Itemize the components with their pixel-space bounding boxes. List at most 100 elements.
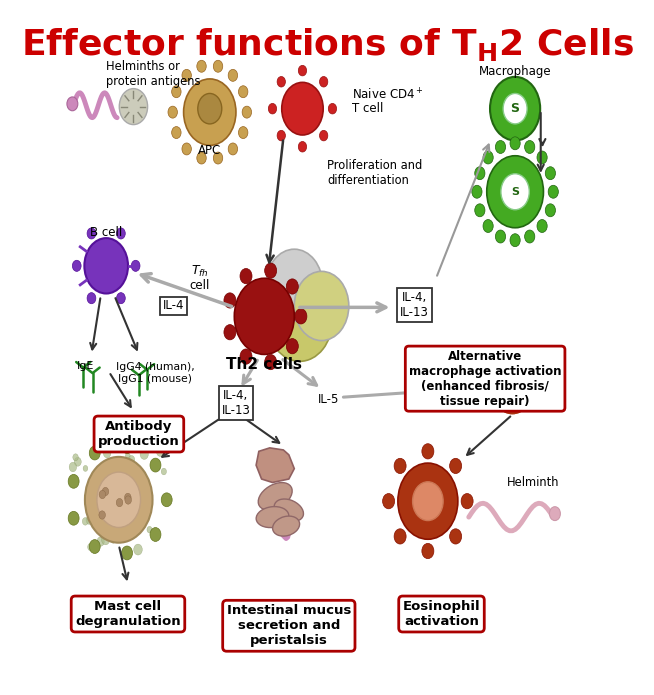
- Circle shape: [137, 468, 143, 475]
- Circle shape: [82, 518, 88, 525]
- Circle shape: [298, 65, 307, 76]
- Circle shape: [495, 230, 506, 243]
- Ellipse shape: [273, 516, 300, 536]
- Text: S: S: [511, 187, 519, 197]
- Circle shape: [394, 458, 406, 473]
- Circle shape: [97, 537, 104, 546]
- Circle shape: [184, 79, 236, 145]
- Text: Th2 cells: Th2 cells: [226, 357, 302, 372]
- Circle shape: [422, 543, 434, 559]
- Circle shape: [240, 268, 252, 284]
- Circle shape: [150, 458, 161, 472]
- Circle shape: [242, 106, 252, 118]
- Circle shape: [501, 174, 529, 210]
- Circle shape: [383, 493, 394, 509]
- Circle shape: [171, 85, 181, 98]
- Circle shape: [413, 482, 443, 521]
- Text: Effector functions of $\mathbf{T_H}$2 Cells: Effector functions of $\mathbf{T_H}$2 Ce…: [20, 26, 634, 63]
- Text: IgG4 (human),
IgG1 (mouse): IgG4 (human), IgG1 (mouse): [116, 362, 195, 384]
- Circle shape: [483, 151, 493, 164]
- Circle shape: [68, 512, 79, 525]
- Text: IL-4: IL-4: [162, 300, 184, 313]
- Text: S: S: [511, 102, 520, 115]
- Circle shape: [126, 532, 130, 539]
- Circle shape: [109, 517, 116, 526]
- Text: cell: cell: [190, 279, 210, 293]
- Circle shape: [69, 462, 77, 472]
- Circle shape: [277, 76, 285, 87]
- Circle shape: [112, 467, 117, 473]
- Circle shape: [119, 88, 148, 124]
- Circle shape: [116, 293, 126, 304]
- Circle shape: [124, 493, 131, 502]
- Circle shape: [295, 309, 307, 324]
- Circle shape: [234, 278, 294, 354]
- Circle shape: [116, 498, 123, 507]
- Circle shape: [504, 376, 521, 398]
- Text: Naive CD4$^+$: Naive CD4$^+$: [352, 87, 423, 102]
- Circle shape: [294, 271, 349, 341]
- Text: Alternative
macrophage activation
(enhanced fibrosis/
tissue repair): Alternative macrophage activation (enhan…: [409, 350, 561, 408]
- Text: IgE: IgE: [77, 361, 95, 371]
- Circle shape: [116, 228, 126, 239]
- Circle shape: [147, 526, 152, 533]
- Circle shape: [266, 250, 322, 321]
- Circle shape: [224, 293, 236, 308]
- Circle shape: [282, 83, 323, 135]
- Text: Antibody
production: Antibody production: [98, 420, 180, 448]
- Circle shape: [162, 468, 167, 475]
- Circle shape: [475, 204, 485, 217]
- Circle shape: [99, 491, 106, 498]
- Circle shape: [298, 142, 307, 152]
- Circle shape: [545, 204, 555, 217]
- Circle shape: [461, 493, 473, 509]
- Circle shape: [492, 361, 533, 414]
- Circle shape: [182, 70, 192, 81]
- Text: Helminths or
protein antigens: Helminths or protein antigens: [106, 60, 201, 88]
- Circle shape: [197, 152, 206, 164]
- Circle shape: [119, 527, 128, 538]
- Circle shape: [97, 513, 105, 523]
- Circle shape: [102, 518, 109, 527]
- Circle shape: [548, 186, 559, 198]
- Circle shape: [87, 293, 96, 304]
- Circle shape: [122, 546, 133, 560]
- Circle shape: [475, 167, 485, 180]
- Circle shape: [99, 511, 105, 519]
- Circle shape: [105, 518, 112, 529]
- Circle shape: [228, 143, 237, 155]
- Circle shape: [503, 93, 527, 124]
- Circle shape: [197, 60, 206, 72]
- Circle shape: [213, 60, 223, 72]
- Circle shape: [156, 446, 164, 457]
- Circle shape: [495, 140, 506, 154]
- Circle shape: [126, 531, 131, 537]
- Circle shape: [286, 338, 298, 354]
- Circle shape: [68, 475, 79, 489]
- Circle shape: [492, 361, 533, 414]
- Circle shape: [125, 496, 131, 504]
- Circle shape: [286, 279, 298, 294]
- Circle shape: [224, 325, 236, 340]
- Circle shape: [84, 238, 128, 293]
- Circle shape: [545, 167, 555, 180]
- Text: Mast cell
degranulation: Mast cell degranulation: [75, 600, 181, 628]
- Text: Proliferation and
differentiation: Proliferation and differentiation: [327, 159, 422, 187]
- Circle shape: [213, 152, 223, 164]
- Circle shape: [490, 77, 540, 140]
- Text: Intestinal mucus
secretion and
peristalsis: Intestinal mucus secretion and peristals…: [227, 604, 351, 647]
- Circle shape: [265, 354, 277, 370]
- Circle shape: [549, 507, 560, 521]
- Circle shape: [537, 151, 547, 164]
- Text: Eosinophil: Eosinophil: [482, 350, 543, 362]
- Circle shape: [171, 126, 181, 138]
- Circle shape: [483, 220, 493, 233]
- Circle shape: [182, 143, 192, 155]
- Circle shape: [133, 544, 143, 555]
- Text: IL-5: IL-5: [318, 393, 339, 406]
- Circle shape: [122, 440, 133, 454]
- Circle shape: [277, 131, 285, 141]
- Circle shape: [239, 126, 248, 138]
- Circle shape: [162, 493, 172, 507]
- Circle shape: [240, 349, 252, 364]
